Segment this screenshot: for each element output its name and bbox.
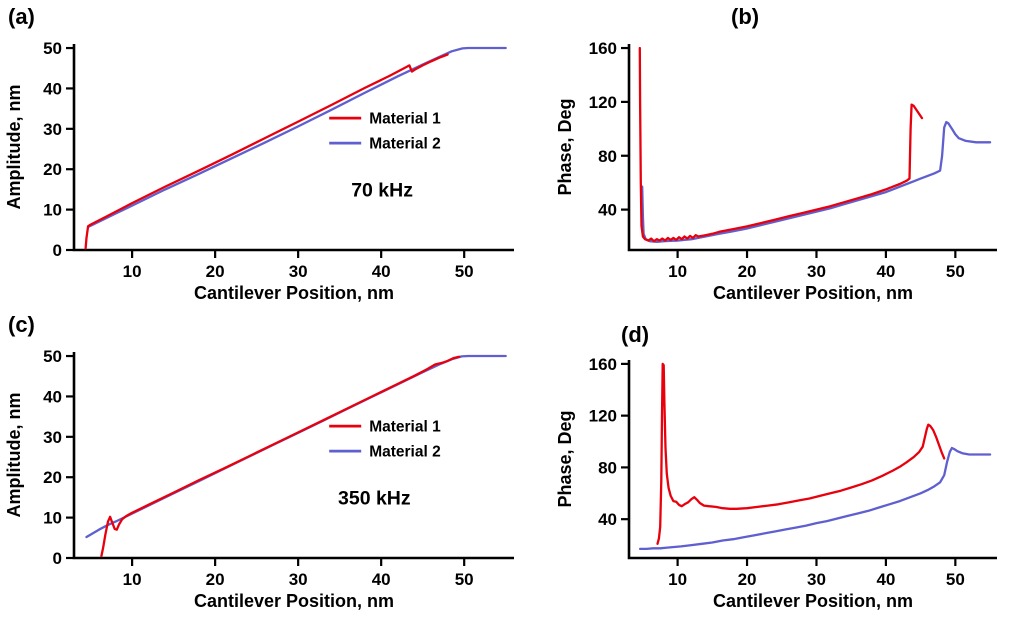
svg-text:50: 50 <box>455 570 474 589</box>
svg-text:30: 30 <box>807 262 826 281</box>
svg-text:Cantilever Position, nm: Cantilever Position, nm <box>713 283 913 303</box>
svg-text:40: 40 <box>876 570 895 589</box>
svg-text:30: 30 <box>807 570 826 589</box>
svg-text:120: 120 <box>589 93 617 112</box>
svg-text:Phase, Deg: Phase, Deg <box>555 98 575 195</box>
svg-text:10: 10 <box>123 570 142 589</box>
svg-text:Material 1: Material 1 <box>369 419 441 436</box>
amplitude-plot-350khz: 10 20 30 40 50 0 10 20 30 40 50 Cantilever Position… <box>4 347 514 611</box>
svg-text:Material 2: Material 2 <box>369 136 441 153</box>
svg-text:Phase, Deg: Phase, Deg <box>555 410 575 507</box>
panel-d: (d) 10 20 30 40 50 40 80 120 160 Cantilever Posit… <box>545 310 1024 618</box>
svg-text:0: 0 <box>53 549 62 568</box>
svg-text:40: 40 <box>598 510 617 529</box>
svg-text:10: 10 <box>668 262 687 281</box>
svg-text:50: 50 <box>455 262 474 281</box>
svg-text:40: 40 <box>43 79 62 98</box>
svg-text:50: 50 <box>946 262 965 281</box>
panel-c: (c) 10 20 30 40 50 0 10 20 30 40 50 Cantilever Posi… <box>0 310 545 618</box>
amplitude-plot-70khz: 10 20 30 40 50 0 10 20 30 40 50 Cantilever Position… <box>4 39 514 303</box>
svg-text:0: 0 <box>53 241 62 260</box>
panel-b: (b) 10 20 30 40 50 40 80 120 160 Cantilever Posit… <box>545 2 1024 310</box>
svg-text:30: 30 <box>43 120 62 139</box>
svg-text:10: 10 <box>43 509 62 528</box>
svg-text:350 kHz: 350 kHz <box>338 487 411 509</box>
svg-text:30: 30 <box>289 262 308 281</box>
svg-text:Cantilever Position, nm: Cantilever Position, nm <box>194 283 394 303</box>
svg-text:160: 160 <box>589 39 617 58</box>
svg-text:50: 50 <box>43 39 62 58</box>
svg-text:Material 2: Material 2 <box>369 444 441 461</box>
svg-text:20: 20 <box>738 262 757 281</box>
svg-text:120: 120 <box>589 407 617 426</box>
svg-text:20: 20 <box>738 570 757 589</box>
svg-text:Cantilever Position, nm: Cantilever Position, nm <box>194 591 394 611</box>
svg-text:80: 80 <box>598 458 617 477</box>
svg-text:20: 20 <box>43 160 62 179</box>
panel-label-c: (c) <box>8 312 35 337</box>
panel-label-b: (b) <box>731 4 760 29</box>
svg-text:80: 80 <box>598 147 617 166</box>
svg-text:40: 40 <box>876 262 895 281</box>
panel-label-a: (a) <box>8 4 35 29</box>
svg-text:40: 40 <box>372 570 391 589</box>
phase-plot-70khz: 10 20 30 40 50 40 80 120 160 Cantilever Position,… <box>555 39 997 303</box>
svg-text:40: 40 <box>43 387 62 406</box>
svg-text:20: 20 <box>43 468 62 487</box>
svg-text:40: 40 <box>598 201 617 220</box>
svg-text:20: 20 <box>206 262 225 281</box>
svg-text:50: 50 <box>946 570 965 589</box>
phase-plot-350khz: 10 20 30 40 50 40 80 120 160 Cantilever Position,… <box>555 355 997 611</box>
panel-a: (a) 10 20 30 40 50 0 10 20 30 40 50 Cantilever Posi… <box>0 2 545 310</box>
svg-text:10: 10 <box>123 262 142 281</box>
svg-text:10: 10 <box>668 570 687 589</box>
svg-text:30: 30 <box>289 570 308 589</box>
svg-text:20: 20 <box>206 570 225 589</box>
svg-text:Material 1: Material 1 <box>369 111 441 128</box>
svg-text:Amplitude, nm: Amplitude, nm <box>4 393 24 518</box>
svg-text:160: 160 <box>589 355 617 374</box>
svg-text:30: 30 <box>43 428 62 447</box>
svg-text:10: 10 <box>43 201 62 220</box>
panel-label-d: (d) <box>621 322 650 347</box>
svg-text:70 kHz: 70 kHz <box>351 179 413 201</box>
svg-text:Cantilever Position, nm: Cantilever Position, nm <box>713 591 913 611</box>
svg-text:Amplitude, nm: Amplitude, nm <box>4 85 24 210</box>
svg-text:40: 40 <box>372 262 391 281</box>
svg-text:50: 50 <box>43 347 62 366</box>
